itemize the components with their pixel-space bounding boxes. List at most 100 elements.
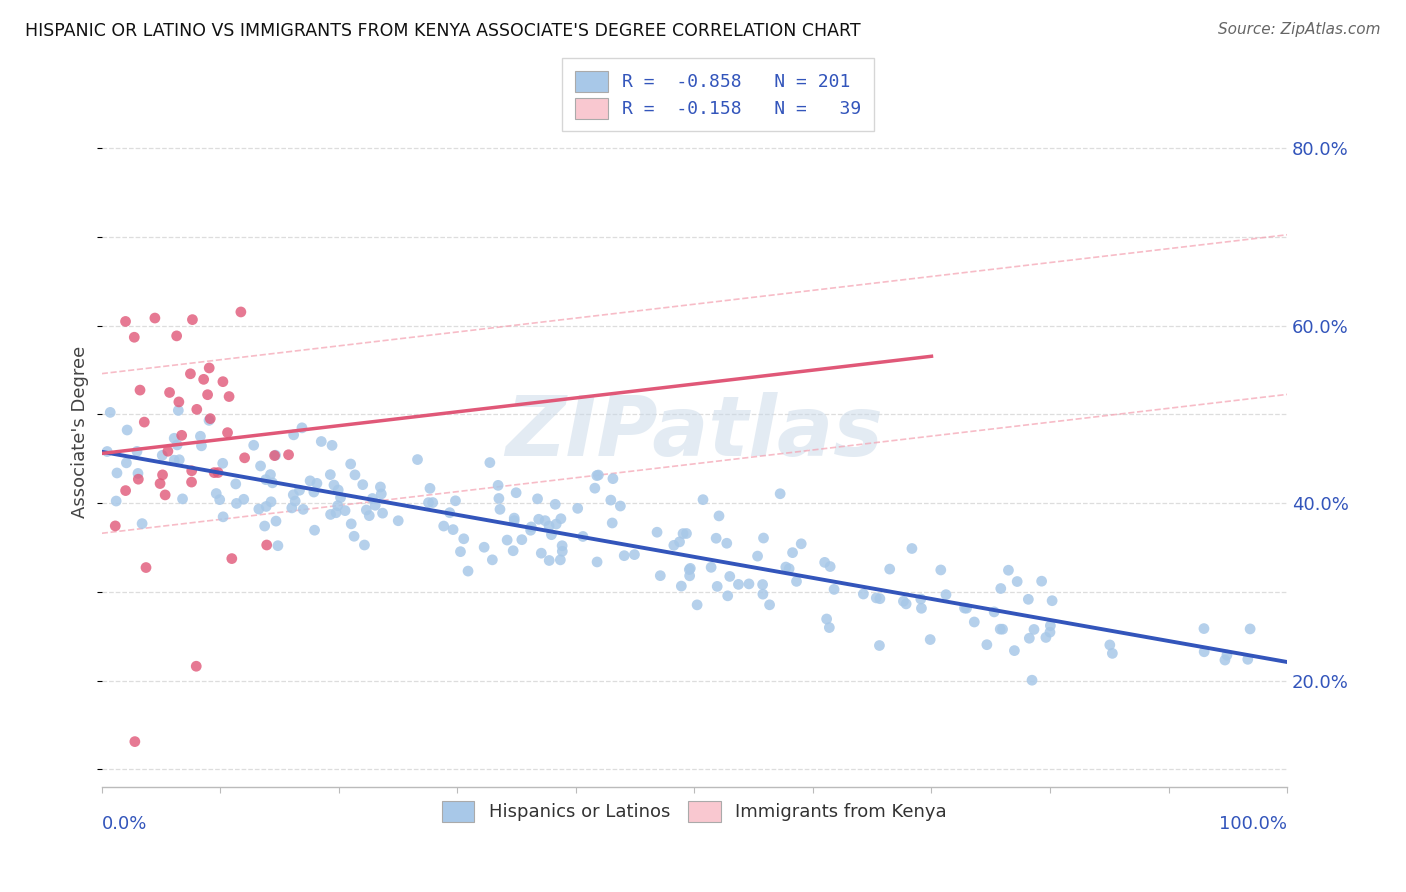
Point [134, 415, 156, 429]
Point [1192, 622, 1215, 636]
Point [706, 579, 728, 593]
Point [323, 478, 346, 492]
Point [264, 448, 287, 462]
Point [249, 458, 271, 473]
Point [586, 555, 609, 569]
Point [281, 500, 304, 515]
Point [254, 473, 277, 487]
Point [988, 622, 1011, 636]
Point [262, 475, 284, 490]
Point [127, 472, 149, 486]
Point [221, 551, 243, 566]
Point [302, 485, 325, 500]
Text: 100.0%: 100.0% [1219, 815, 1286, 833]
Point [953, 601, 976, 615]
Point [453, 532, 475, 546]
Point [991, 622, 1014, 636]
Point [319, 467, 342, 482]
Point [1031, 574, 1053, 589]
Point [609, 499, 631, 513]
Point [704, 531, 727, 545]
Text: Source: ZipAtlas.com: Source: ZipAtlas.com [1218, 22, 1381, 37]
Point [519, 523, 541, 537]
Point [159, 385, 181, 400]
Point [163, 453, 186, 467]
Text: ZIPatlas: ZIPatlas [506, 392, 883, 473]
Point [488, 491, 510, 506]
Point [678, 569, 700, 583]
Point [990, 582, 1012, 596]
Point [901, 541, 924, 556]
Point [167, 395, 190, 409]
Point [186, 659, 208, 673]
Point [193, 372, 215, 386]
Point [623, 548, 645, 562]
Point [672, 526, 695, 541]
Point [489, 502, 512, 516]
Point [96, 444, 118, 458]
Point [288, 483, 311, 498]
Point [1213, 653, 1236, 667]
Point [1239, 622, 1261, 636]
Point [818, 621, 841, 635]
Point [343, 467, 366, 482]
Point [716, 536, 738, 550]
Point [530, 546, 553, 560]
Point [963, 615, 986, 629]
Point [738, 577, 761, 591]
Point [352, 477, 374, 491]
Point [186, 402, 208, 417]
Point [478, 456, 501, 470]
Point [152, 467, 174, 482]
Point [441, 523, 464, 537]
Point [225, 496, 247, 510]
Point [775, 560, 797, 574]
Point [546, 517, 568, 532]
Point [254, 500, 277, 514]
Point [1236, 652, 1258, 666]
Point [124, 734, 146, 748]
Point [893, 594, 915, 608]
Point [260, 495, 283, 509]
Point [678, 563, 700, 577]
Point [1040, 593, 1063, 607]
Point [1022, 623, 1045, 637]
Point [600, 516, 623, 530]
Point [166, 438, 188, 452]
Point [356, 503, 378, 517]
Point [550, 512, 572, 526]
Point [267, 539, 290, 553]
Point [361, 491, 384, 506]
Point [769, 487, 792, 501]
Point [700, 560, 723, 574]
Point [247, 502, 270, 516]
Point [983, 605, 1005, 619]
Point [305, 476, 328, 491]
Point [786, 574, 808, 589]
Point [259, 467, 281, 482]
Point [1216, 648, 1239, 662]
Point [115, 423, 138, 437]
Point [166, 329, 188, 343]
Point [976, 638, 998, 652]
Point [321, 438, 343, 452]
Point [319, 508, 342, 522]
Point [526, 491, 548, 506]
Text: HISPANIC OR LATINO VS IMMIGRANTS FROM KENYA ASSOCIATE'S DEGREE CORRELATION CHART: HISPANIC OR LATINO VS IMMIGRANTS FROM KE… [25, 22, 860, 40]
Point [935, 588, 957, 602]
Point [472, 541, 495, 555]
Point [418, 495, 440, 509]
Point [299, 474, 322, 488]
Point [527, 512, 550, 526]
Point [180, 475, 202, 489]
Point [538, 519, 561, 533]
Point [602, 472, 624, 486]
Point [815, 612, 838, 626]
Point [283, 428, 305, 442]
Point [588, 468, 610, 483]
Point [339, 457, 361, 471]
Point [503, 511, 526, 525]
Point [538, 553, 561, 567]
Point [242, 438, 264, 452]
Point [686, 598, 709, 612]
